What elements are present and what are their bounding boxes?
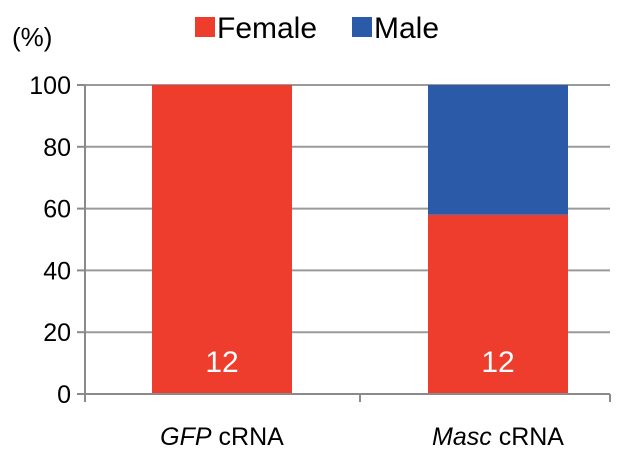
y-tick-label-40: 40 [43,257,71,285]
bars [152,85,568,394]
y-tick-label-20: 20 [43,319,71,347]
legend: Female Male [195,12,439,45]
legend-label-female: Female [217,12,317,45]
y-tick-label-80: 80 [43,134,71,162]
y-tick-label-0: 0 [57,381,71,409]
bar-count-label-gfp: 12 [205,346,238,379]
legend-swatch-male [352,17,372,37]
y-tick-label-100: 100 [29,72,71,100]
bar-female-masc [428,214,568,394]
legend-label-male: Male [374,12,439,45]
x-category-label-masc: Masc cRNA [432,423,564,450]
bar-count-label-masc: 12 [481,346,514,379]
x-category-label-gfp: GFP cRNA [160,423,284,450]
axes [77,84,611,402]
y-axis-unit-label: (%) [12,22,52,52]
bar-female-gfp [152,85,292,394]
labels: 0 20 40 60 80 100 12 GFP cRNA 12 Masc cRNA (%) [12,22,564,451]
y-tick-label-60: 60 [43,196,71,224]
bar-male-masc [428,85,568,215]
legend-swatch-female [195,17,215,37]
